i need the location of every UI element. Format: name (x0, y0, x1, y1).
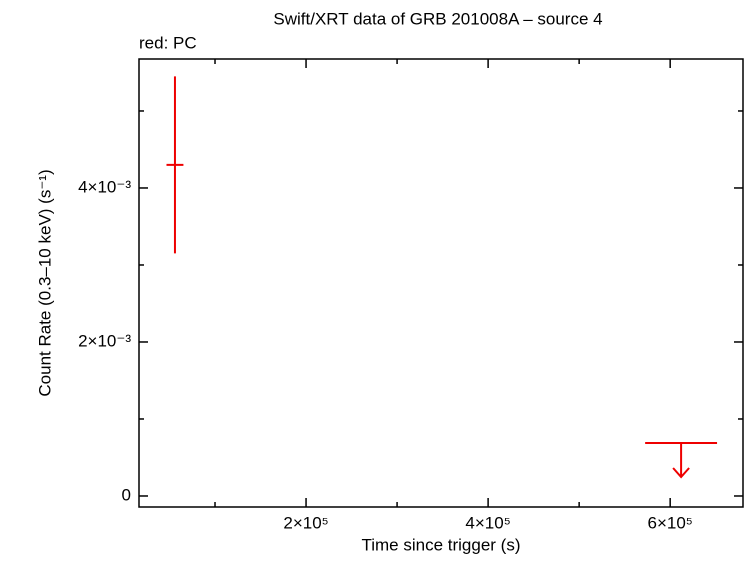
upper-limit-arrow (672, 443, 690, 479)
y-tick-label: 4×10⁻³ (78, 177, 131, 196)
x-axis-label: Time since trigger (s) (361, 535, 520, 554)
chart-title: Swift/XRT data of GRB 201008A – source 4 (273, 9, 602, 28)
annotation: red: PC (139, 33, 197, 52)
x-tick-label: 6×10⁵ (648, 513, 693, 532)
y-tick-label: 2×10⁻³ (78, 331, 131, 350)
x-tick-label: 2×10⁵ (283, 513, 328, 532)
y-axis-label: Count Rate (0.3–10 keV) (s⁻¹) (35, 169, 54, 396)
x-tick-label: 4×10⁵ (465, 513, 510, 532)
y-tick-label: 0 (122, 485, 131, 504)
plot-frame (138, 58, 744, 508)
